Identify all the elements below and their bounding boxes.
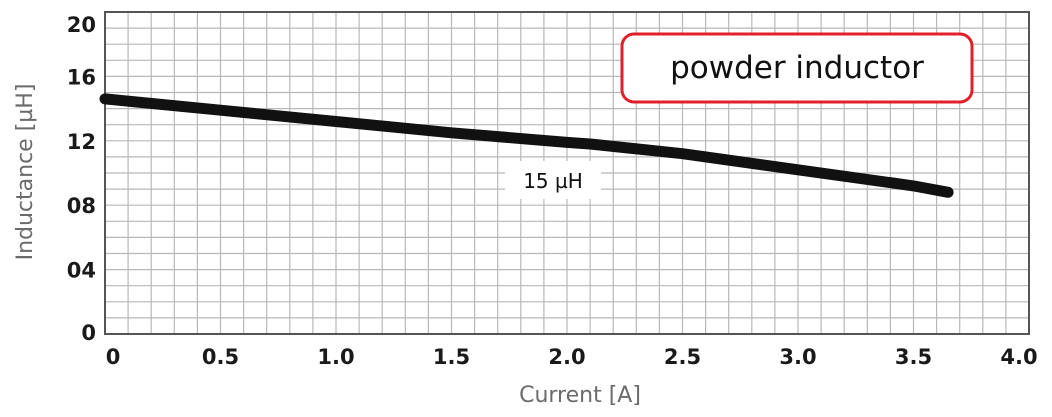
- y-tick-label: 20: [67, 13, 96, 37]
- plot-frame: [104, 11, 1030, 335]
- x-tick-label: 2.5: [664, 345, 701, 369]
- x-tick-labels: 0 0.5 1.0 1.5 2.0 2.5 3.0 3.5 4.0: [106, 345, 1038, 369]
- x-tick-label: 2.0: [548, 345, 585, 369]
- annotation-box: [620, 32, 974, 104]
- x-axis-label: Current [A]: [519, 383, 641, 408]
- y-tick-label: 04: [67, 259, 96, 283]
- y-axis-label: Inductance [µH]: [13, 84, 38, 261]
- x-tick-label: 4.0: [1000, 345, 1037, 369]
- y-tick-label: 16: [67, 65, 96, 89]
- y-tick-labels: 0 04 08 12 16 20: [67, 13, 96, 345]
- x-tick-label: 0.5: [202, 345, 239, 369]
- inductance-curve: [99, 93, 954, 198]
- y-tick-label: 08: [67, 194, 96, 218]
- x-tick-label: 3.5: [895, 345, 932, 369]
- x-tick-label: 1.5: [433, 345, 470, 369]
- annotation-box-text: powder inductor: [670, 50, 924, 86]
- annotation-powder-inductor: powder inductor: [620, 32, 974, 104]
- series-layer: [99, 93, 954, 198]
- x-tick-label: 0: [106, 345, 121, 369]
- y-tick-label: 12: [67, 130, 96, 154]
- x-tick-label: 3.0: [779, 345, 816, 369]
- annotation-label-text: 15 µH: [523, 169, 583, 193]
- annotation-inductance-value: 15 µH: [505, 161, 601, 199]
- x-tick-label: 1.0: [317, 345, 354, 369]
- y-tick-label: 0: [81, 321, 96, 345]
- annotation-label-bg: [505, 161, 601, 199]
